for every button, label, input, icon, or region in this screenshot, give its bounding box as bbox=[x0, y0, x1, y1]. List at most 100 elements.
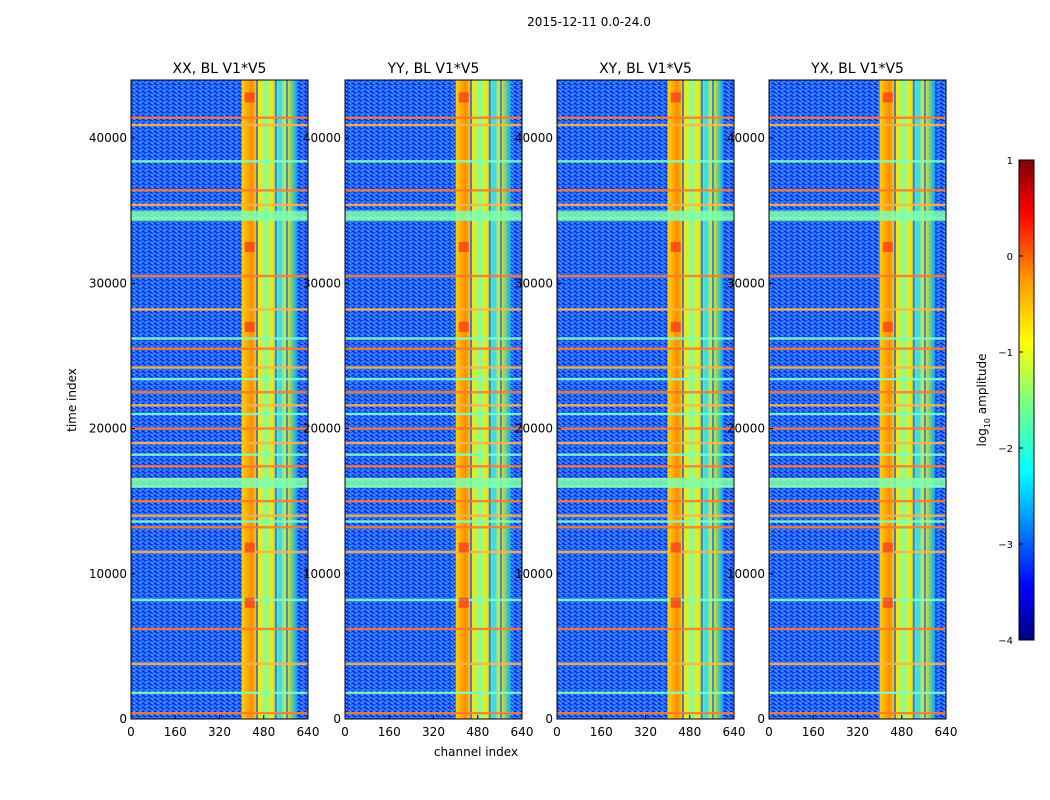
flagged-row bbox=[769, 520, 946, 523]
x-tick-label: 640 bbox=[511, 725, 534, 739]
figure-title: 2015-12-11 0.0-24.0 bbox=[527, 15, 651, 29]
y-axis-label: time index bbox=[65, 368, 79, 432]
flagged-row bbox=[131, 274, 308, 278]
flagged-row bbox=[131, 337, 308, 340]
x-tick-label: 320 bbox=[846, 725, 869, 739]
hot-patch bbox=[458, 242, 469, 253]
hot-patch bbox=[244, 542, 255, 553]
flagged-band bbox=[345, 477, 522, 487]
flagged-row bbox=[345, 116, 522, 119]
flagged-row bbox=[345, 412, 522, 416]
flagged-row bbox=[345, 308, 522, 311]
flagged-row bbox=[131, 499, 308, 503]
flagged-row bbox=[557, 427, 734, 430]
y-tick-label: 20000 bbox=[727, 422, 765, 436]
flagged-row bbox=[345, 347, 522, 350]
flagged-row bbox=[131, 377, 308, 381]
flagged-row bbox=[769, 412, 946, 416]
flagged-row bbox=[769, 465, 946, 468]
flagged-row bbox=[345, 514, 522, 517]
flagged-row bbox=[131, 366, 308, 369]
flagged-row bbox=[345, 711, 522, 715]
flagged-band bbox=[131, 210, 308, 221]
panel-title: XX, BL V1*V5 bbox=[173, 61, 267, 77]
y-tick-label: 0 bbox=[333, 712, 341, 726]
flagged-row bbox=[345, 499, 522, 503]
flagged-row bbox=[769, 203, 946, 207]
flagged-row bbox=[131, 526, 308, 529]
flagged-row bbox=[557, 308, 734, 311]
x-tick-label: 0 bbox=[127, 725, 135, 739]
channel-gap bbox=[912, 80, 915, 719]
colorbar-tick-label: 0 bbox=[1007, 252, 1013, 263]
bright-channel-band bbox=[879, 80, 935, 719]
x-tick-label: 0 bbox=[341, 725, 349, 739]
flagged-row bbox=[769, 377, 946, 381]
flagged-row bbox=[769, 123, 946, 127]
flagged-row bbox=[769, 711, 946, 715]
bright-channel-band bbox=[241, 80, 297, 719]
flagged-row bbox=[131, 691, 308, 695]
x-tick-label: 320 bbox=[634, 725, 657, 739]
panel-title: XY, BL V1*V5 bbox=[599, 61, 692, 77]
flagged-row bbox=[345, 123, 522, 127]
flagged-row bbox=[557, 366, 734, 369]
hot-patch bbox=[670, 597, 681, 608]
flagged-row bbox=[131, 203, 308, 207]
flagged-row bbox=[131, 514, 308, 517]
flagged-row bbox=[769, 427, 946, 430]
hot-patch bbox=[244, 597, 255, 608]
flagged-row bbox=[345, 453, 522, 456]
flagged-row bbox=[131, 160, 308, 163]
flagged-band bbox=[769, 477, 946, 487]
flagged-row bbox=[769, 662, 946, 666]
flagged-row bbox=[131, 391, 308, 394]
flagged-row bbox=[769, 453, 946, 456]
flagged-row bbox=[345, 366, 522, 369]
flagged-row bbox=[557, 391, 734, 394]
colorbar-label: log10 amplitude bbox=[975, 354, 992, 447]
flagged-row bbox=[769, 366, 946, 369]
flagged-row bbox=[131, 550, 308, 554]
flagged-row bbox=[769, 160, 946, 163]
flagged-row bbox=[131, 189, 308, 192]
y-tick-label: 10000 bbox=[303, 567, 341, 581]
hot-patch bbox=[670, 542, 681, 553]
flagged-row bbox=[769, 526, 946, 529]
x-tick-label: 640 bbox=[935, 725, 958, 739]
panel-yx: YX, BL V1*V5 0 160 320 480 640 0 10000 20000 3000… bbox=[727, 61, 958, 739]
hot-patch bbox=[458, 597, 469, 608]
colorbar-tick-label: −4 bbox=[998, 636, 1013, 647]
y-tick-label: 30000 bbox=[727, 276, 765, 290]
channel-gap bbox=[274, 80, 277, 719]
flagged-row bbox=[345, 465, 522, 468]
channel-gap bbox=[894, 80, 897, 719]
channel-gap bbox=[923, 80, 926, 719]
flagged-row bbox=[769, 691, 946, 695]
flagged-row bbox=[345, 274, 522, 278]
y-tick-label: 0 bbox=[545, 712, 553, 726]
x-tick-label: 0 bbox=[553, 725, 561, 739]
flagged-row bbox=[557, 347, 734, 350]
flagged-row bbox=[769, 189, 946, 192]
y-tick-label: 0 bbox=[119, 712, 127, 726]
flagged-row bbox=[345, 377, 522, 381]
flagged-row bbox=[557, 453, 734, 456]
flagged-row bbox=[557, 711, 734, 715]
flagged-row bbox=[557, 526, 734, 529]
flagged-row bbox=[769, 347, 946, 350]
flagged-row bbox=[557, 520, 734, 523]
flagged-row bbox=[557, 404, 734, 407]
flagged-row bbox=[131, 598, 308, 602]
hot-patch bbox=[882, 92, 893, 103]
flagged-row bbox=[557, 377, 734, 381]
channel-gap bbox=[470, 80, 473, 719]
flagged-row bbox=[557, 465, 734, 468]
x-axis-label: channel index bbox=[434, 745, 518, 759]
flagged-row bbox=[131, 520, 308, 523]
flagged-band bbox=[345, 210, 522, 221]
flagged-row bbox=[769, 499, 946, 503]
flagged-row bbox=[557, 116, 734, 119]
flagged-row bbox=[345, 550, 522, 554]
flagged-row bbox=[557, 160, 734, 163]
